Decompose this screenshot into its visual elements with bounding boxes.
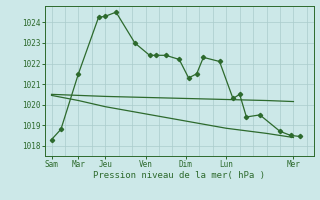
X-axis label: Pression niveau de la mer( hPa ): Pression niveau de la mer( hPa ) [93, 171, 265, 180]
